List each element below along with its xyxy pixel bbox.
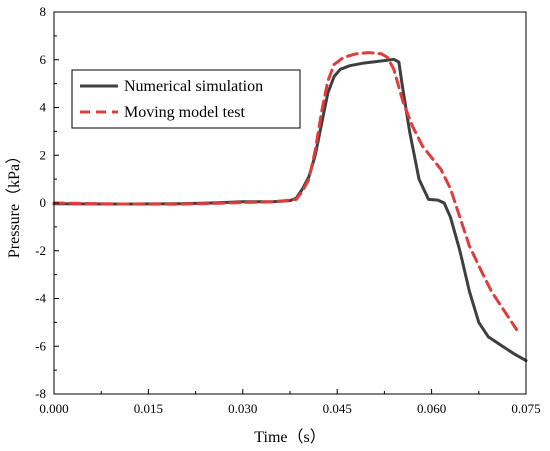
y-tick-label: 6	[40, 52, 47, 67]
x-tick-label: 0.060	[417, 401, 446, 416]
legend-label-moving-model-test: Moving model test	[124, 104, 245, 121]
y-tick-label: -2	[35, 243, 46, 258]
y-tick-label: 0	[40, 195, 47, 210]
y-tick-label: -4	[35, 291, 46, 306]
legend: Numerical simulation Moving model test	[71, 69, 301, 129]
series-layer	[52, 51, 528, 363]
x-axis: 0.000 0.015 0.030 0.045 0.060 0.075	[39, 389, 541, 416]
x-tick-label: 0.045	[323, 401, 352, 416]
y-tick-label: 8	[40, 4, 47, 19]
y-tick-label: -8	[35, 386, 46, 401]
y-tick-label: 2	[40, 147, 47, 162]
x-tick-label: 0.000	[39, 401, 68, 416]
y-axis-title: Pressure（kPa）	[5, 148, 23, 258]
legend-box	[71, 69, 301, 129]
x-tick-label: 0.015	[134, 401, 163, 416]
y-tick-label: 4	[40, 100, 47, 115]
series-line-moving-model-test	[52, 51, 519, 331]
x-tick-label: 0.030	[228, 401, 257, 416]
legend-label-numerical-simulation: Numerical simulation	[124, 78, 263, 95]
y-axis: -8 -6 -4 -2 0 2 4 6 8	[35, 4, 59, 401]
y-tick-label: -6	[35, 338, 46, 353]
x-tick-label: 0.075	[511, 401, 540, 416]
x-axis-title: Time（s）	[254, 428, 325, 446]
